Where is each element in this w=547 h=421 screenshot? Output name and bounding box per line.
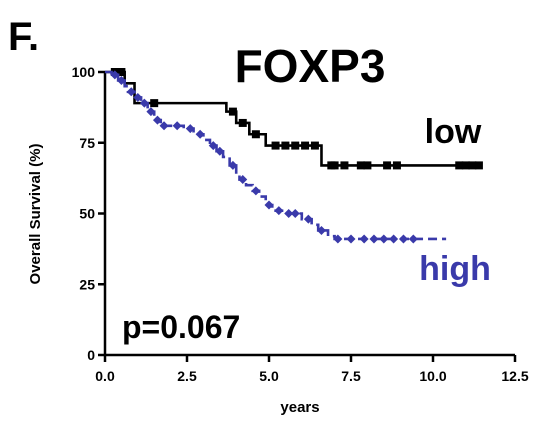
- censor-mark-low: [310, 141, 319, 150]
- censor-mark-high: [238, 175, 248, 185]
- censor-mark-high: [159, 121, 169, 131]
- censor-mark-high: [379, 234, 389, 244]
- x-tick-label: 2.5: [177, 368, 197, 384]
- censor-mark-high: [116, 75, 126, 85]
- censor-mark-low: [228, 107, 237, 116]
- censor-mark-low: [474, 161, 483, 170]
- censor-mark-high: [389, 234, 399, 244]
- censor-mark-high: [303, 214, 313, 224]
- censor-mark-high: [274, 206, 284, 216]
- x-tick-label: 7.5: [341, 368, 361, 384]
- legend-high-label: high: [419, 250, 491, 288]
- censor-mark-low: [150, 99, 159, 108]
- axes: 0 25 50 75 100 0.0 2.5 5.0 7.5 10.0 12.5: [72, 64, 529, 384]
- censor-mark-high: [133, 92, 143, 102]
- x-tick-label: 10.0: [419, 368, 446, 384]
- y-tick-label: 100: [72, 64, 96, 80]
- censor-mark-low: [301, 141, 310, 150]
- censor-mark-high: [172, 121, 182, 131]
- censor-mark-low: [281, 141, 290, 150]
- y-tick-label: 0: [87, 347, 95, 363]
- censor-mark-high: [139, 98, 149, 108]
- legend-low-label: low: [425, 113, 482, 151]
- chart-title: FOXP3: [235, 40, 386, 92]
- censor-mark-high: [290, 209, 300, 218]
- y-tick-label: 25: [79, 276, 95, 292]
- censor-mark-low: [238, 118, 247, 127]
- censor-mark-high: [369, 234, 379, 244]
- censor-mark-high: [408, 234, 418, 244]
- p-value-annotation: p=0.067: [122, 309, 240, 345]
- censor-mark-high: [359, 234, 369, 244]
- censor-mark-low: [363, 161, 372, 170]
- censor-mark-high: [146, 107, 156, 117]
- x-tick-label: 0.0: [95, 368, 115, 384]
- censor-mark-low: [461, 161, 470, 170]
- x-tick-label: 5.0: [259, 368, 279, 384]
- censor-mark-high: [284, 209, 294, 218]
- censor-mark-high: [264, 200, 274, 210]
- censor-mark-low: [271, 141, 280, 150]
- censor-mark-high: [333, 234, 343, 244]
- y-tick-label: 50: [79, 206, 95, 222]
- censor-mark-low: [468, 161, 477, 170]
- censor-mark-high: [215, 146, 225, 156]
- censor-mark-low: [117, 68, 126, 76]
- censor-mark-high: [228, 160, 238, 170]
- censor-mark-low: [251, 130, 260, 139]
- censor-mark-high: [126, 87, 136, 97]
- censor-mark-low: [330, 161, 339, 170]
- censor-mark-high: [152, 115, 162, 125]
- y-tick-label: 75: [79, 135, 95, 151]
- censor-mark-high: [398, 234, 408, 244]
- censor-mark-high: [346, 234, 356, 244]
- y-axis-label: Overall Survival (%): [27, 144, 44, 285]
- censor-mark-low: [455, 161, 464, 170]
- censor-mark-high: [195, 129, 205, 139]
- plot-area: [105, 68, 483, 244]
- survival-curve-high: [105, 70, 447, 241]
- x-tick-label: 12.5: [501, 368, 528, 384]
- censor-mark-low: [340, 161, 349, 170]
- censor-mark-high: [185, 124, 195, 134]
- censor-mark-high: [251, 186, 261, 196]
- censor-mark-low: [392, 161, 401, 170]
- panel-label: F.: [8, 15, 39, 59]
- x-axis-label: years: [280, 399, 319, 416]
- censor-mark-low: [291, 141, 300, 150]
- censor-mark-high: [110, 70, 120, 80]
- censor-mark-high: [316, 225, 326, 235]
- censor-mark-high: [208, 141, 218, 151]
- censor-mark-low: [383, 161, 392, 170]
- censor-mark-low: [356, 161, 365, 170]
